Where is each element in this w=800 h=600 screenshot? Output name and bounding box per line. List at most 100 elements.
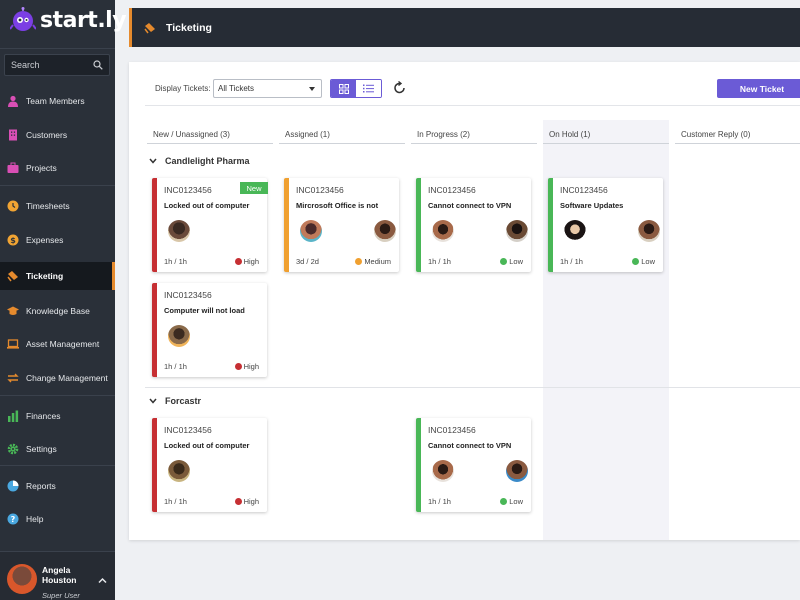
briefcase-icon: [7, 162, 19, 173]
person-icon: [8, 95, 18, 107]
sidebar-item-label: Asset Management: [26, 339, 100, 349]
ticket-id: INC0123456: [164, 425, 212, 435]
group-divider: [145, 387, 800, 388]
sidebar-item-help[interactable]: ? Help: [0, 505, 115, 533]
page-header: Ticketing: [129, 8, 800, 47]
group-header-forcastr[interactable]: Forcastr: [149, 396, 201, 406]
priority-label: High: [243, 362, 259, 371]
column-header-in-progress: In Progress (2): [417, 130, 470, 139]
new-badge: New: [240, 182, 268, 194]
group-name: Forcastr: [165, 396, 202, 406]
assignee-avatar: [168, 325, 190, 347]
page-title: Ticketing: [166, 21, 212, 34]
ticket-card[interactable]: INC0123456 Locked out of computer 1h / 1…: [152, 418, 267, 512]
user-role: Super User: [42, 591, 80, 600]
bar-chart-icon: [8, 410, 19, 422]
sidebar-item-label: Timesheets: [26, 201, 70, 211]
priority-label: High: [243, 497, 259, 506]
column-header-customer-reply: Customer Reply (0): [681, 130, 751, 139]
sidebar-item-projects[interactable]: Projects: [0, 154, 115, 182]
column-header-new: New / Unassigned (3): [153, 130, 230, 139]
sidebar-item-finances[interactable]: Finances: [0, 402, 115, 430]
sidebar-item-reports[interactable]: Reports: [0, 472, 115, 500]
column-underline: [675, 143, 800, 144]
priority-indicator: Low: [500, 497, 523, 506]
group-header-candlelight[interactable]: Candlelight Pharma: [149, 156, 250, 166]
group-name: Candlelight Pharma: [165, 156, 250, 166]
sidebar-item-label: Expenses: [26, 235, 64, 245]
board-view-button[interactable]: [331, 80, 356, 97]
column-header-on-hold: On Hold (1): [549, 130, 591, 139]
sidebar-item-knowledge-base[interactable]: Knowledge Base: [0, 297, 115, 325]
grid-icon: [338, 83, 349, 94]
priority-label: Medium: [364, 257, 391, 266]
view-toggle: [330, 79, 382, 98]
brand-logo[interactable]: start.ly: [10, 4, 127, 36]
user-panel[interactable]: Angela Houston Super User: [0, 551, 115, 600]
priority-dot: [234, 498, 242, 505]
caret-down-icon: [309, 87, 315, 91]
robot-logo-icon: [10, 7, 36, 31]
chevron-down-icon: [149, 398, 157, 404]
sidebar: start.ly Team Members Customers Projects…: [0, 0, 127, 600]
sidebar-item-timesheets[interactable]: Timesheets: [0, 192, 115, 220]
ticket-card[interactable]: INC0123456 Cannot connect to VPN 1h / 1h…: [416, 178, 531, 272]
gear-icon: [7, 443, 19, 455]
ticket-time: 3d / 2d: [296, 257, 319, 266]
ticket-card[interactable]: INC0123456 Software Updates 1h / 1h Low: [548, 178, 663, 272]
refresh-icon[interactable]: [393, 81, 407, 95]
ticket-card[interactable]: INC0123456 New Locked out of computer 1h…: [152, 178, 268, 272]
priority-dot: [234, 258, 242, 265]
priority-label: Low: [509, 497, 523, 506]
sidebar-divider: [0, 465, 115, 466]
list-icon: [363, 84, 374, 93]
sidebar-item-change-management[interactable]: Change Management: [0, 364, 115, 392]
pie-chart-icon: [7, 480, 19, 492]
user-first-name: Angela: [42, 565, 71, 575]
display-tickets-select[interactable]: All Tickets: [213, 79, 322, 98]
sidebar-item-asset-management[interactable]: Asset Management: [0, 330, 115, 358]
priority-indicator: High: [234, 362, 259, 371]
assignee-avatar: [168, 460, 190, 482]
chevron-up-icon[interactable]: [98, 576, 107, 585]
priority-indicator: Low: [500, 257, 523, 266]
ticket-card[interactable]: INC0123456 Cannot connect to VPN 1h / 1h…: [416, 418, 531, 512]
sidebar-item-label: Finances: [26, 411, 61, 421]
sidebar-item-ticketing[interactable]: Ticketing: [0, 262, 115, 290]
sidebar-search[interactable]: [4, 54, 110, 76]
ticket-id: INC0123456: [428, 185, 476, 195]
laptop-icon: [7, 339, 19, 349]
ticket-time: 1h / 1h: [560, 257, 583, 266]
list-view-button[interactable]: [356, 80, 381, 97]
ticket-title: Software Updates: [560, 201, 624, 210]
ticket-card[interactable]: INC0123456 Mircrosoft Office is not 3d /…: [284, 178, 399, 272]
ticket-id: INC0123456: [164, 185, 212, 195]
assignee-avatar: [374, 220, 396, 242]
sidebar-item-expenses[interactable]: $ Expenses: [0, 226, 115, 254]
new-ticket-button[interactable]: New Ticket: [717, 79, 800, 98]
ticket-time: 1h / 1h: [428, 257, 451, 266]
search-icon[interactable]: [93, 60, 103, 70]
ticket-board: Display Tickets: All Tickets New Ticket …: [129, 62, 800, 540]
sidebar-item-settings[interactable]: Settings: [0, 435, 115, 463]
column-underline: [411, 143, 537, 144]
ticket-title: Locked out of computer: [164, 201, 250, 210]
column-underline: [147, 143, 273, 144]
priority-label: High: [243, 257, 259, 266]
toolbar-divider: [145, 105, 800, 106]
column-header-assigned: Assigned (1): [285, 130, 330, 139]
assignee-avatar: [300, 220, 322, 242]
column-underline: [279, 143, 405, 144]
ticket-title: Mircrosoft Office is not: [296, 201, 379, 210]
user-last-name: Houston: [42, 575, 77, 585]
ticket-id: INC0123456: [428, 425, 476, 435]
sidebar-item-customers[interactable]: Customers: [0, 121, 115, 149]
column-underline: [543, 143, 669, 144]
sidebar-item-team-members[interactable]: Team Members: [0, 87, 115, 115]
ticket-card[interactable]: INC0123456 Computer will not load 1h / 1…: [152, 283, 267, 377]
user-avatar: [7, 564, 37, 594]
sidebar-item-label: Customers: [26, 130, 68, 140]
search-input[interactable]: [11, 60, 91, 70]
sidebar-divider: [0, 395, 115, 396]
priority-dot: [500, 258, 508, 265]
